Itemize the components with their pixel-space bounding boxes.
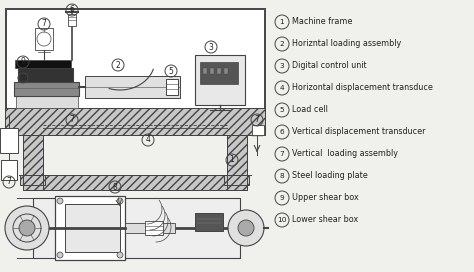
Text: 3: 3 — [280, 63, 284, 69]
Text: 1: 1 — [280, 19, 284, 25]
Bar — [85, 76, 180, 98]
Text: 4: 4 — [146, 135, 150, 144]
Bar — [33, 198, 240, 258]
Text: 8: 8 — [280, 173, 284, 179]
Bar — [252, 125, 264, 135]
Text: 8: 8 — [113, 183, 118, 191]
Text: 7: 7 — [70, 116, 74, 125]
Bar — [14, 82, 79, 96]
Text: 4: 4 — [280, 85, 284, 91]
Bar — [5, 108, 265, 135]
Text: 2: 2 — [116, 60, 120, 70]
Bar — [224, 68, 228, 74]
Circle shape — [117, 252, 123, 258]
Text: 10: 10 — [277, 217, 287, 223]
Bar — [23, 135, 43, 175]
Text: Machine frame: Machine frame — [292, 17, 352, 26]
Circle shape — [5, 206, 49, 250]
Text: 2: 2 — [280, 41, 284, 47]
Bar — [15, 60, 71, 68]
Text: 9: 9 — [20, 57, 26, 66]
Bar — [1, 160, 17, 180]
Text: 10: 10 — [19, 75, 27, 81]
Bar — [203, 68, 207, 74]
Text: Horizntal loading assembly: Horizntal loading assembly — [292, 39, 401, 48]
Bar — [166, 79, 178, 95]
Text: Vertical  loading assembly: Vertical loading assembly — [292, 150, 398, 159]
Bar — [20, 175, 45, 185]
Text: 6: 6 — [280, 129, 284, 135]
Bar — [68, 14, 76, 26]
Bar — [227, 135, 247, 175]
Bar — [0, 128, 18, 153]
Circle shape — [117, 198, 123, 204]
Text: Horizontal displacement transduce: Horizontal displacement transduce — [292, 84, 433, 92]
Bar — [200, 62, 238, 84]
Bar — [23, 175, 247, 190]
Bar — [217, 68, 221, 74]
Bar — [6, 9, 264, 108]
Text: 9: 9 — [280, 195, 284, 201]
Text: 6: 6 — [70, 5, 74, 14]
Circle shape — [57, 252, 63, 258]
Text: Upper shear box: Upper shear box — [292, 193, 359, 202]
Circle shape — [228, 210, 264, 246]
Text: Load cell: Load cell — [292, 106, 328, 115]
Text: Digital control unit: Digital control unit — [292, 61, 366, 70]
Text: Steel loading plate: Steel loading plate — [292, 172, 368, 181]
Bar — [224, 175, 249, 185]
Bar — [16, 96, 78, 108]
Text: 3: 3 — [209, 42, 213, 51]
Text: 5: 5 — [169, 66, 173, 76]
Bar — [145, 221, 163, 235]
Circle shape — [238, 220, 254, 236]
Text: Lower shear box: Lower shear box — [292, 215, 358, 224]
Text: 7: 7 — [7, 178, 11, 187]
Circle shape — [19, 220, 35, 236]
Bar — [210, 68, 214, 74]
Text: 1: 1 — [229, 156, 234, 165]
Bar — [125, 223, 175, 233]
Circle shape — [57, 198, 63, 204]
Text: 7: 7 — [255, 116, 259, 125]
Bar — [18, 68, 73, 82]
Text: 7: 7 — [42, 20, 46, 29]
Bar — [35, 28, 53, 50]
Bar — [195, 55, 245, 105]
Bar — [55, 196, 125, 260]
Text: 5: 5 — [280, 107, 284, 113]
Bar — [65, 204, 120, 252]
Bar — [195, 213, 223, 231]
Text: Vertical displacement transducer: Vertical displacement transducer — [292, 128, 426, 137]
Text: 7: 7 — [280, 151, 284, 157]
